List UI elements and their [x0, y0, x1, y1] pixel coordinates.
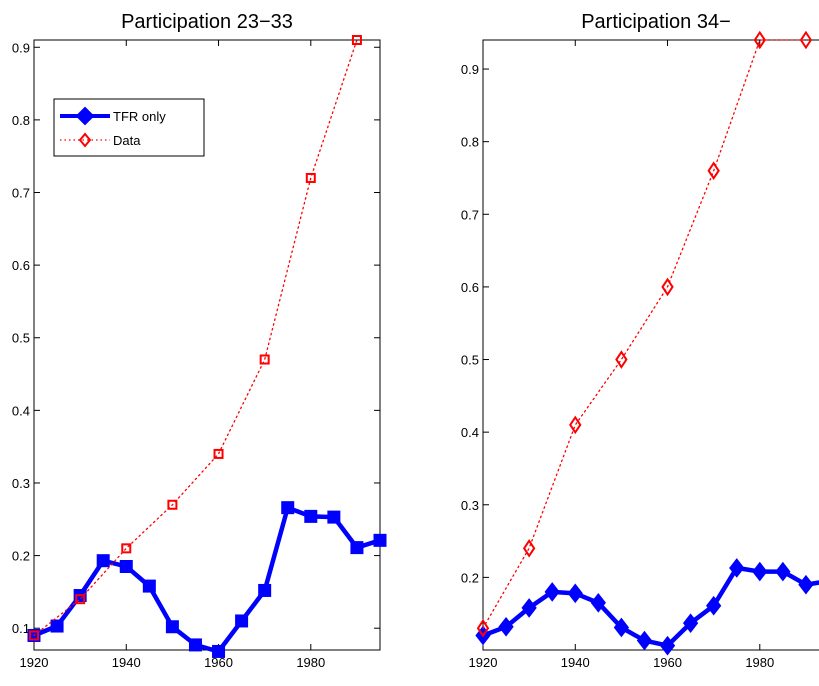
- data-point: [350, 541, 364, 555]
- x-tick-label: 1980: [296, 655, 325, 670]
- data-point: [590, 592, 606, 613]
- y-tick-label: 0.8: [12, 113, 30, 128]
- legend-1: TFR only Data: [53, 98, 205, 157]
- data-point: [165, 620, 179, 634]
- y-tick-label: 0.8: [461, 135, 479, 150]
- chart-title-2: Participation 34−: [581, 11, 731, 33]
- data-point: [661, 277, 674, 297]
- x-tick-label: 1980: [745, 655, 774, 670]
- series-line-tfr-only: [31, 505, 383, 654]
- data-point: [212, 644, 226, 658]
- y-tick-label: 0.9: [12, 40, 30, 55]
- data-point: [729, 558, 745, 578]
- data-point: [476, 618, 490, 638]
- y-tick-label: 0.2: [12, 549, 30, 564]
- x-tick-label: 1940: [561, 655, 590, 670]
- data-point: [682, 613, 699, 633]
- y-tick-label: 0.1: [12, 621, 30, 636]
- legend-label-data: Data: [113, 133, 141, 148]
- data-point: [706, 595, 722, 616]
- data-point: [799, 30, 813, 50]
- data-point: [75, 594, 86, 605]
- data-point: [613, 617, 630, 638]
- legend-marker-data: [78, 132, 92, 148]
- legend-marker-tfr-only: [75, 106, 95, 126]
- data-point: [544, 582, 560, 602]
- data-point: [567, 583, 583, 604]
- data-point: [281, 501, 295, 515]
- data-point: [142, 579, 156, 593]
- data-point: [305, 172, 316, 183]
- chart-title-1: Participation 23−33: [121, 11, 293, 33]
- data-point: [498, 616, 514, 637]
- data-point: [119, 559, 133, 573]
- tick-group-1: 1920 1940 1960 1980 0.1 0.2 0.3 0.4 0.5 0.6 0.7 0.8…: [12, 40, 380, 670]
- data-point: [659, 635, 676, 656]
- y-tick-label: 0.5: [12, 331, 30, 346]
- data-point: [569, 415, 582, 435]
- data-point: [521, 598, 537, 618]
- x-tick-label: 1920: [20, 655, 49, 670]
- data-point: [213, 448, 224, 459]
- y-tick-label: 0.4: [12, 403, 30, 418]
- data-point: [121, 543, 132, 554]
- y-tick-label: 0.3: [461, 498, 479, 513]
- y-tick-label: 0.6: [12, 258, 30, 273]
- chart-panel-2: Participation 34− 1920 1940 1960 1980 0.2 0.3…: [461, 11, 819, 670]
- data-point: [167, 499, 178, 510]
- y-tick-label: 0.3: [12, 476, 30, 491]
- chart-panel-1: Participation 23−33 1920 1940 1960 1980 0.1 0…: [12, 11, 387, 670]
- data-point: [707, 161, 720, 181]
- y-tick-label: 0.2: [461, 570, 479, 585]
- data-point: [50, 619, 64, 633]
- series-group-1: [27, 35, 387, 658]
- series-line-tfr-only: [480, 565, 819, 648]
- series-line-data: [33, 39, 358, 637]
- data-point: [96, 554, 110, 568]
- x-tick-label: 1960: [204, 655, 233, 670]
- y-tick-label: 0.7: [461, 207, 479, 222]
- legend-label-tfr-only: TFR only: [113, 109, 166, 124]
- data-point: [327, 510, 341, 524]
- x-tick-label: 1960: [653, 655, 682, 670]
- data-point: [304, 509, 318, 523]
- data-point: [258, 583, 272, 597]
- tick-group-2: 1920 1940 1960 1980 0.2 0.3 0.4 0.5 0.6 0.7 0.8 0.9: [461, 40, 774, 670]
- data-point: [775, 561, 791, 582]
- x-tick-label: 1940: [112, 655, 141, 670]
- series-group-2: [475, 30, 819, 656]
- data-point: [373, 533, 387, 547]
- data-point: [615, 350, 628, 369]
- x-tick-label: 1920: [469, 655, 498, 670]
- data-point: [188, 638, 202, 652]
- data-point: [351, 35, 362, 45]
- data-point: [259, 354, 270, 365]
- data-point: [753, 30, 767, 50]
- data-point: [798, 574, 814, 595]
- data-point: [29, 630, 39, 641]
- y-tick-label: 0.9: [461, 62, 479, 77]
- plot-area-2: [482, 39, 819, 651]
- y-tick-label: 0.4: [461, 425, 479, 440]
- data-point: [636, 630, 653, 651]
- legend-box: [53, 98, 205, 157]
- series-line-data: [482, 39, 807, 629]
- y-tick-label: 0.6: [461, 280, 479, 295]
- y-tick-label: 0.5: [461, 353, 479, 368]
- y-tick-label: 0.7: [12, 186, 30, 201]
- data-point: [522, 539, 536, 558]
- data-point: [235, 614, 249, 628]
- data-point: [752, 561, 768, 582]
